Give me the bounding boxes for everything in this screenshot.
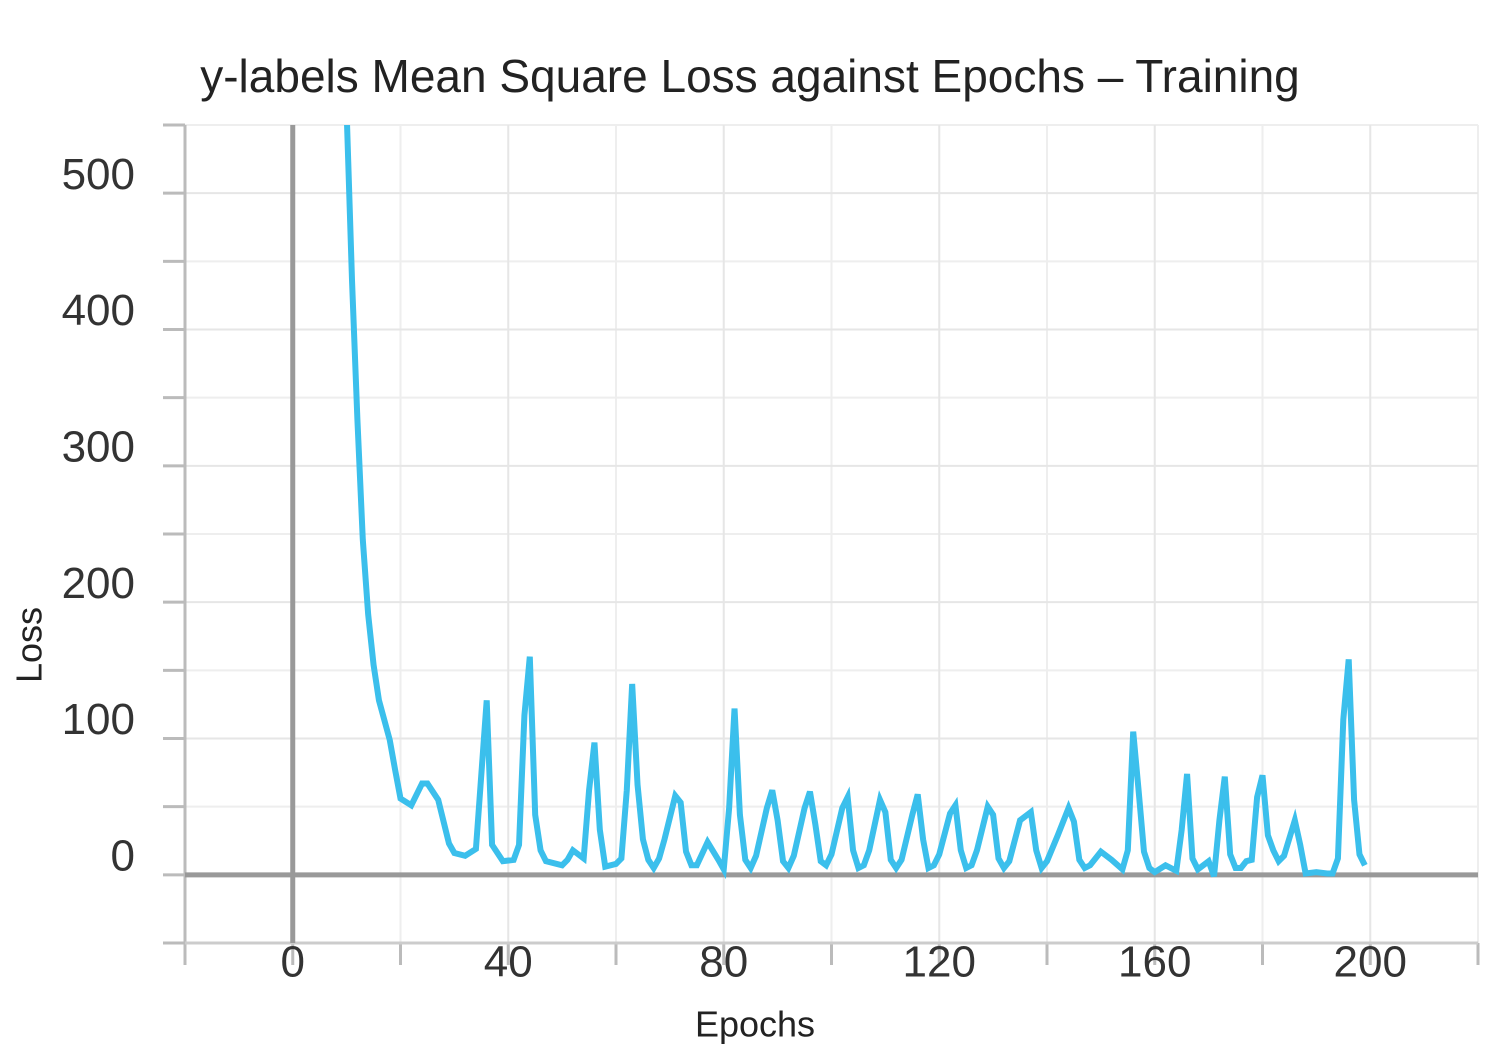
x-tick-label: 160 (1118, 938, 1191, 987)
y-tick-label: 300 (62, 422, 135, 471)
y-tick-label: 200 (62, 559, 135, 608)
x-tick-label: 40 (484, 938, 533, 987)
y-tick-label: 500 (62, 150, 135, 199)
x-tick-label: 0 (281, 938, 305, 987)
x-tick-label: 200 (1334, 938, 1407, 987)
x-tick-label: 120 (903, 938, 976, 987)
chart-title: y-labels Mean Square Loss against Epochs… (200, 50, 1300, 102)
x-axis-label: Epochs (695, 1004, 815, 1045)
plot-area (344, 125, 1368, 880)
y-axis-label: Loss (9, 607, 50, 683)
x-tick-label: 80 (699, 938, 748, 987)
y-tick-label: 100 (62, 695, 135, 744)
data-line (344, 125, 1368, 880)
y-tick-label: 400 (62, 286, 135, 335)
grid (163, 123, 1480, 965)
y-tick-label: 0 (111, 831, 135, 880)
